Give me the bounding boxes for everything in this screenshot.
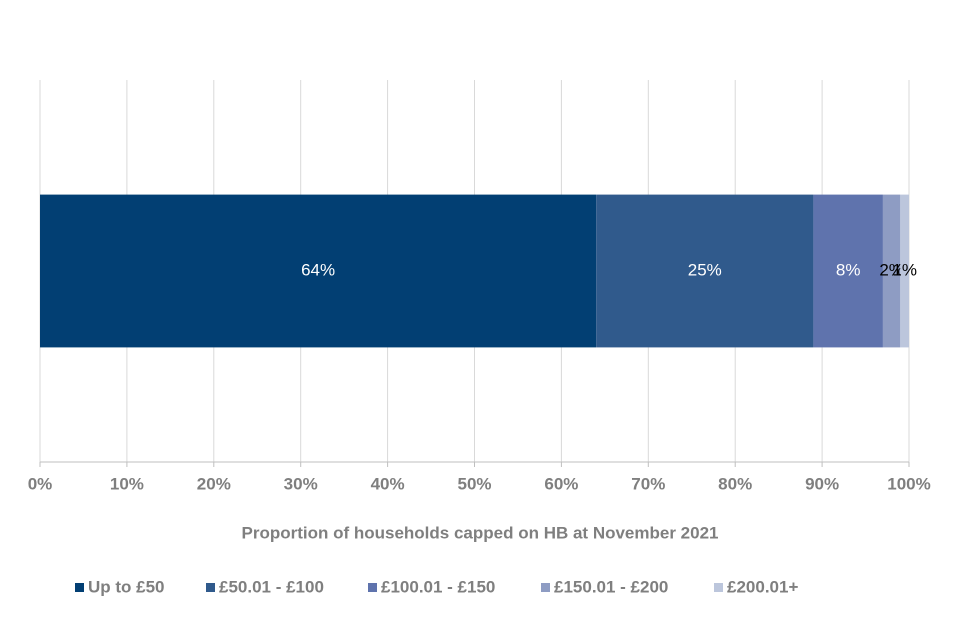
- x-tick-label: 20%: [197, 474, 231, 493]
- data-label: 2%: [879, 260, 904, 279]
- legend-swatch: [714, 583, 723, 592]
- x-tick-label: 60%: [544, 474, 578, 493]
- legend-label: £50.01 - £100: [219, 577, 324, 596]
- x-tick-label: 0%: [28, 474, 53, 493]
- bar-segment: [882, 194, 901, 348]
- x-tick-label: 40%: [371, 474, 405, 493]
- legend-label: £200.01+: [727, 577, 798, 596]
- legend-swatch: [541, 583, 550, 592]
- legend-swatch: [206, 583, 215, 592]
- bar-segment: [596, 194, 814, 348]
- bar-segment: [900, 194, 909, 348]
- x-tick-label: 30%: [284, 474, 318, 493]
- legend-label: Up to £50: [88, 577, 165, 596]
- data-label: 1%: [892, 260, 917, 279]
- data-label: 25%: [688, 260, 722, 279]
- x-tick-label: 80%: [718, 474, 752, 493]
- data-label: 8%: [836, 260, 861, 279]
- data-label: 64%: [301, 260, 335, 279]
- x-tick-label: 100%: [887, 474, 930, 493]
- bar-segment: [40, 194, 597, 348]
- bar-segment: [813, 194, 883, 348]
- legend-swatch: [75, 583, 84, 592]
- x-tick-label: 90%: [805, 474, 839, 493]
- x-tick-label: 50%: [457, 474, 491, 493]
- x-axis-title: Proportion of households capped on HB at…: [241, 523, 718, 542]
- legend-label: £100.01 - £150: [381, 577, 495, 596]
- legend-label: £150.01 - £200: [554, 577, 668, 596]
- x-tick-label: 10%: [110, 474, 144, 493]
- x-tick-label: 70%: [631, 474, 665, 493]
- legend-swatch: [368, 583, 377, 592]
